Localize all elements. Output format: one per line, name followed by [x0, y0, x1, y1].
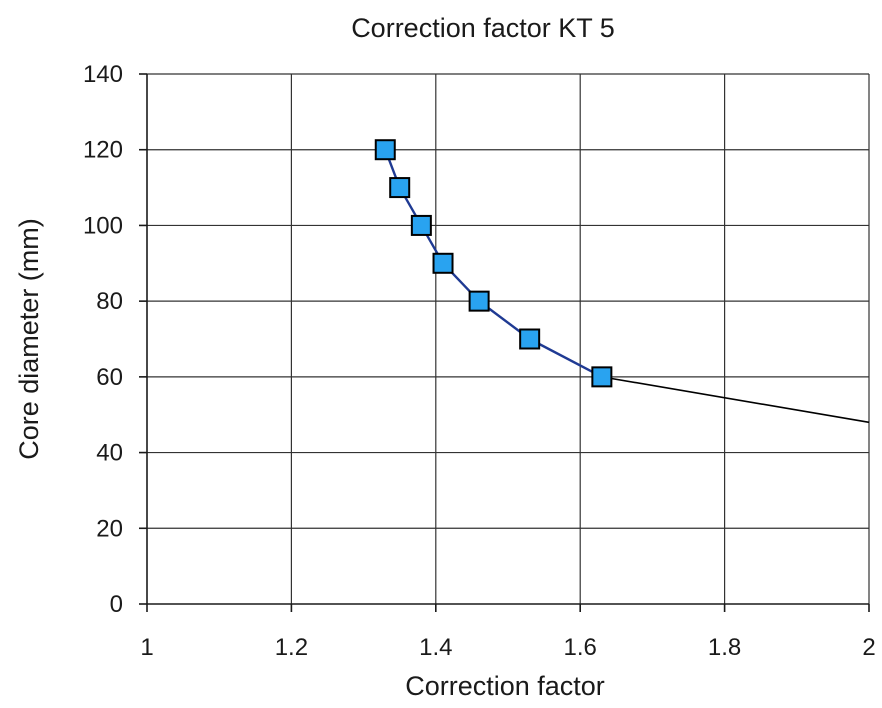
y-tick-label: 0: [110, 591, 123, 618]
data-point-marker: [519, 328, 541, 350]
data-point-marker: [591, 366, 613, 388]
chart-title: Correction factor KT 5: [351, 13, 615, 43]
x-tick-label: 1.4: [419, 634, 452, 661]
x-axis-ticks: 1 1.2 1.4 1.6 1.8 2: [140, 604, 876, 661]
axes: [146, 74, 869, 605]
data-point-marker: [374, 139, 396, 161]
x-tick-label: 1: [140, 634, 153, 661]
y-tick-label: 120: [83, 137, 123, 164]
grid: [147, 73, 870, 604]
series-line: [384, 149, 603, 378]
y-tick-label: 60: [96, 364, 123, 391]
y-tick-label: 100: [83, 212, 123, 239]
y-axis-label: Core diameter (mm): [14, 218, 44, 460]
x-tick-label: 1.6: [564, 634, 597, 661]
x-tick-label: 1.8: [708, 634, 741, 661]
data-point-marker: [389, 177, 411, 199]
data-point-marker: [410, 214, 432, 236]
trend-line: [601, 376, 870, 424]
x-axis-label: Correction factor: [405, 671, 605, 701]
y-tick-label: 20: [96, 515, 123, 542]
y-tick-label: 80: [96, 288, 123, 315]
trend-line-group: [601, 376, 870, 424]
x-tick-label: 1.2: [275, 634, 308, 661]
y-tick-label: 40: [96, 440, 123, 467]
y-tick-label: 140: [83, 61, 123, 88]
data-point-marker: [432, 252, 454, 274]
series-group: [374, 139, 613, 388]
data-point-marker: [468, 290, 490, 312]
y-axis-ticks: 0 20 40 60 80 100 120 140: [83, 61, 147, 618]
x-tick-label: 2: [862, 634, 875, 661]
